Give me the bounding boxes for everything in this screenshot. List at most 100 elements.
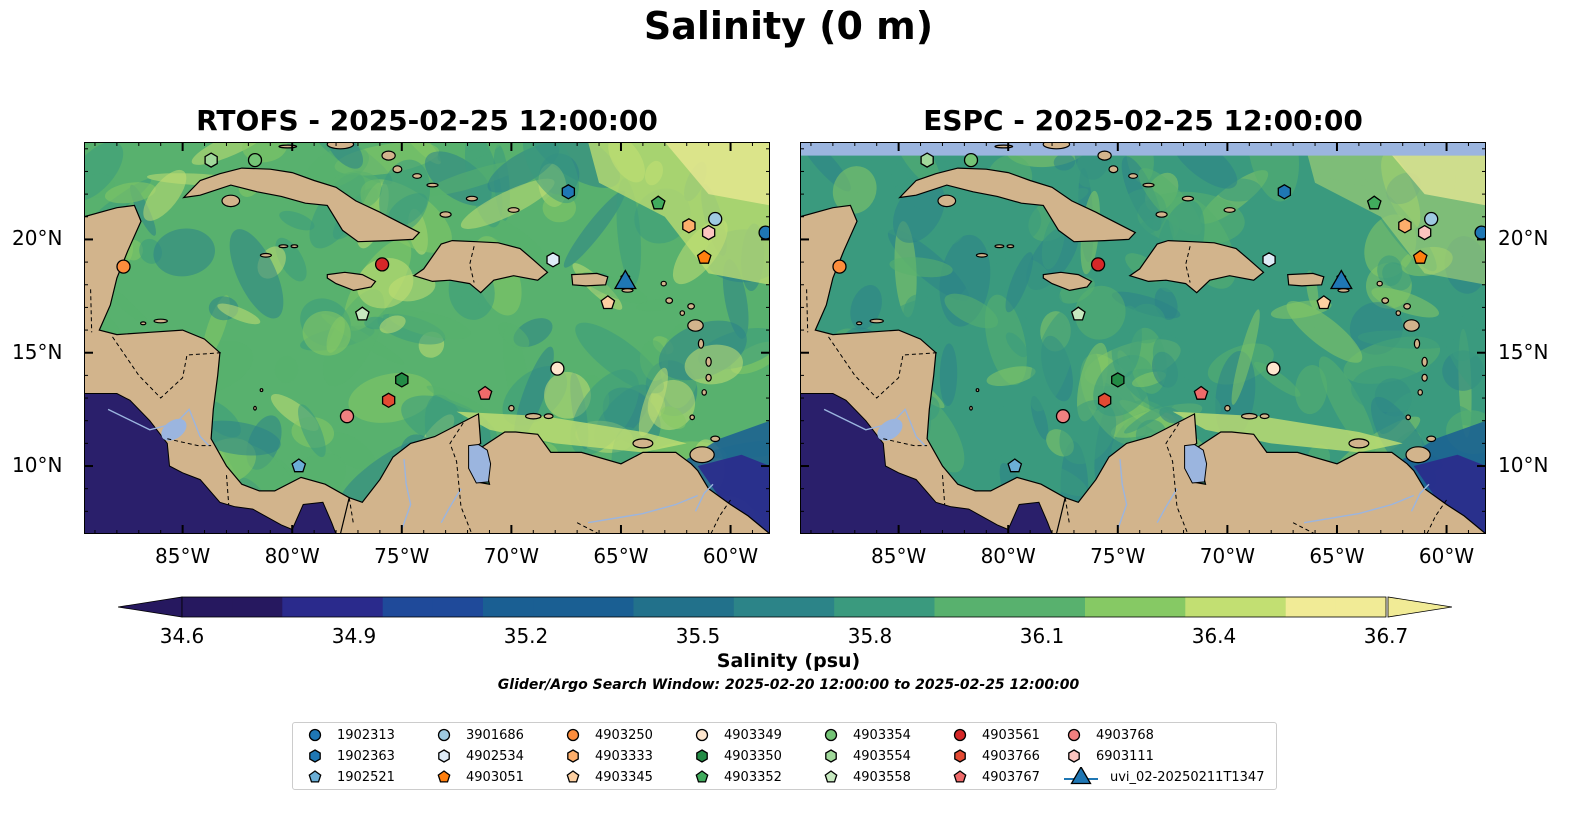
argo-float-1902313 [1474,225,1486,240]
legend-marker-hexagon [309,749,321,763]
lake-nicaragua [877,418,903,441]
legend-symbol [954,749,966,763]
legend-label: 6903111 [1096,748,1154,764]
island [221,194,241,208]
river [1117,459,1128,530]
colorbar-tick-label: 35.8 [847,624,893,648]
argo-float-4903250 [116,259,131,274]
argo-float-6903111 [701,224,716,241]
x-tick-label: 60°W [1418,544,1475,568]
argo-float-4903554 [920,152,934,168]
island [1155,211,1168,218]
country-border [942,475,946,505]
argo-float-1902363 [1277,184,1292,200]
x-tick-label: 85°W [155,544,211,568]
island [465,195,478,202]
legend-item-1902313: 1902313 [305,726,395,744]
legend-marker-circle [695,728,709,742]
legend-item-4903250: 4903250 [563,726,653,744]
argo-float-4903768 [1055,409,1071,424]
country-border [90,289,93,333]
legend-marker-hexagon [438,749,450,763]
island [1381,297,1390,304]
island [975,388,980,393]
island [710,435,721,443]
legend-item-4903766: 4903766 [950,747,1040,765]
island [1421,356,1428,367]
argo-float-4903558 [1070,306,1086,321]
island [543,413,554,420]
legend-item-1902363: 1902363 [305,747,395,765]
legend-marker-circle [308,728,322,742]
y-tick-label-right: 10°N [1498,453,1549,478]
legend-item-4902534: 4902534 [434,747,524,765]
legend: 1902313 1902363 1902521 3901686 4902534 49030… [292,722,1277,790]
island [259,388,264,393]
x-tick-label: 80°W [264,544,320,568]
argo-float-4903250 [832,259,847,274]
colorbar-tick-label: 35.5 [675,624,721,648]
island [278,244,289,249]
land-south-america [339,412,770,534]
legend-item-4903051: 4903051 [434,768,524,786]
argo-float-1902313 [758,225,770,240]
country-border [167,438,212,447]
island [665,297,674,304]
island [687,319,704,332]
island [508,404,515,412]
island [439,211,452,218]
island [412,173,423,179]
river [823,408,926,447]
legend-marker-hexagon [825,749,837,763]
x-tick-label: 75°W [1090,544,1146,568]
legend-marker-circle [953,728,967,742]
legend-label: 4903767 [982,769,1040,785]
land-cuba [898,167,1137,243]
legend-label: 4902534 [466,748,524,764]
legend-marker-pentagon [824,770,838,783]
island [140,321,147,326]
land-puerto-rico [571,272,609,287]
island [701,389,708,396]
country-border [112,336,223,399]
island [1405,414,1412,421]
river [694,483,714,512]
country-border [1165,422,1189,534]
legend-label: uvi_02-20250211T1347 [1110,769,1265,785]
island [1181,195,1194,202]
island [994,144,1014,149]
legend-label: 4903352 [724,769,782,785]
colorbar-segment [784,597,835,617]
island [1006,244,1015,249]
legend-symbol [824,770,838,783]
argo-float-4903768 [339,409,355,424]
legend-symbol [308,728,322,742]
island [856,321,863,326]
y-tick-label-left: 20°N [12,226,63,251]
argo-float-4903558 [354,306,370,321]
map-frame [800,142,1486,534]
island [1042,142,1071,150]
island [937,194,957,208]
island [660,280,667,287]
island [1417,389,1424,396]
legend-marker-pentagon [566,770,580,783]
legend-symbol [953,728,967,742]
island [253,405,257,411]
island [1403,303,1411,310]
colorbar-segment [1235,597,1287,617]
y-tick-label-right: 20°N [1498,226,1549,251]
legend-item-4903554: 4903554 [821,747,911,765]
argo-float-1902521 [1007,458,1023,473]
legend-label: 4903333 [595,748,653,764]
island [290,244,299,249]
legend-label: 1902313 [337,727,395,743]
x-tick-label: 60°W [702,544,759,568]
legend-symbol [695,728,709,742]
land-hispaniola [1128,239,1265,294]
colorbar-tick-label: 34.6 [159,624,205,648]
colorbar-segment [282,597,333,617]
figure-title: Salinity (0 m) [643,4,934,48]
legend-symbol [308,770,322,783]
island [1426,435,1437,443]
